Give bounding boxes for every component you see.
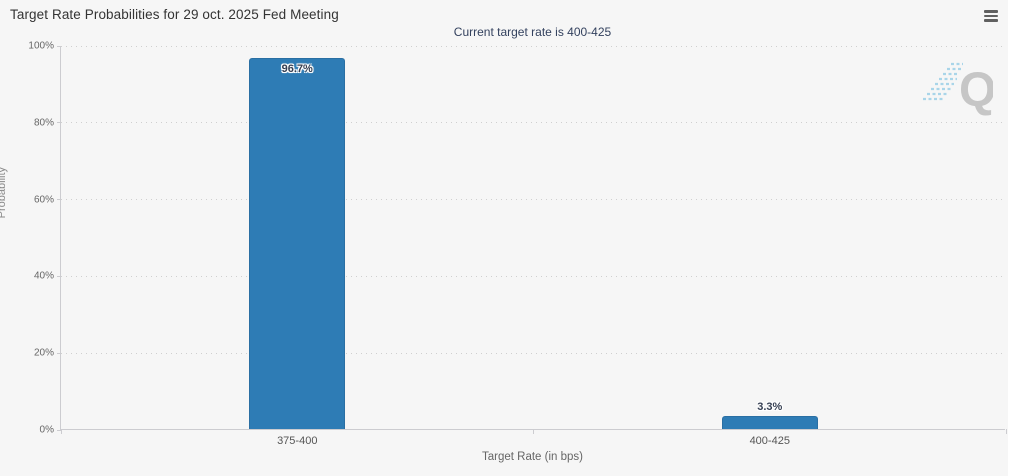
gridline xyxy=(61,275,1006,277)
quikstrike-watermark-icon: Q xyxy=(923,62,993,117)
y-axis-tickmark xyxy=(57,352,61,354)
y-axis-tick-label: 40% xyxy=(33,270,54,282)
chart-title: Target Rate Probabilities for 29 oct. 20… xyxy=(10,7,339,22)
watermark-letter: Q xyxy=(959,64,993,117)
gridline xyxy=(61,122,1006,124)
y-axis-tickmark xyxy=(57,429,61,431)
y-axis-tick-label: 100% xyxy=(28,40,54,52)
y-axis-tickmark xyxy=(57,122,61,124)
y-axis-tickmark xyxy=(57,199,61,201)
bar-value-label: 96.7% xyxy=(281,63,313,75)
bar-400-425[interactable]: 3.3% xyxy=(721,401,818,429)
y-axis-tick-label: 60% xyxy=(33,194,54,206)
hamburger-icon xyxy=(984,10,998,22)
gridline xyxy=(61,352,1006,354)
x-axis-tickmark xyxy=(1005,429,1007,434)
y-axis-title: Probability xyxy=(0,166,8,219)
x-axis-tickmark xyxy=(533,429,534,434)
y-axis-tick-label: 20% xyxy=(33,347,54,359)
bar-value-label: 3.3% xyxy=(757,401,783,413)
gridline xyxy=(61,199,1006,201)
context-menu-button[interactable] xyxy=(980,6,1002,26)
y-axis-tick-label: 80% xyxy=(33,117,54,129)
y-axis-tick-label: 0% xyxy=(39,424,54,436)
y-axis-tickmark xyxy=(57,45,61,47)
x-axis-tick-label: 400-425 xyxy=(749,435,790,447)
chart-subtitle: Current target rate is 400-425 xyxy=(453,25,612,39)
x-axis-tick-label: 375-400 xyxy=(277,435,318,447)
x-axis-tickmark xyxy=(60,429,62,434)
bar-375-400[interactable]: 96.7% xyxy=(249,58,346,429)
x-axis-title: Target Rate (in bps) xyxy=(482,451,583,463)
plot-area: Q 0% 20% 40% 60% 80% 100% 96.7% 375-400 3.3% 400-… xyxy=(28,41,1007,447)
y-axis-tickmark xyxy=(57,275,61,277)
gridline xyxy=(61,45,1006,47)
